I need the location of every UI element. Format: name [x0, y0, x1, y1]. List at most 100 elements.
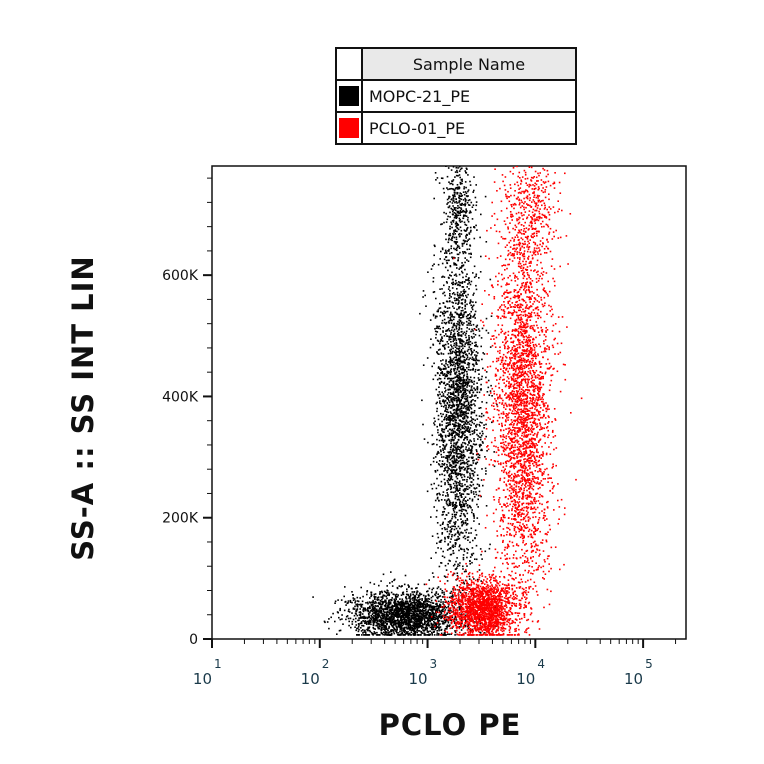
data-point: [448, 196, 451, 198]
data-point: [411, 604, 413, 606]
data-point: [459, 608, 461, 610]
data-point: [461, 286, 464, 288]
data-point: [489, 390, 492, 392]
data-point: [459, 591, 462, 594]
data-point: [469, 283, 472, 286]
data-point: [462, 508, 465, 511]
data-point: [376, 598, 378, 601]
data-point: [436, 608, 439, 611]
data-point: [444, 249, 447, 252]
data-point: [446, 397, 449, 399]
data-point: [348, 624, 350, 627]
data-point: [439, 367, 441, 370]
data-point: [481, 401, 483, 403]
data-point: [459, 494, 462, 496]
data-point: [396, 610, 398, 612]
data-point: [478, 618, 480, 620]
data-point: [446, 383, 448, 385]
data-point: [447, 562, 449, 565]
data-point: [368, 620, 371, 623]
data-point: [481, 468, 483, 470]
data-point: [386, 605, 388, 607]
data-point: [390, 618, 392, 620]
data-point: [452, 550, 454, 552]
data-point: [459, 425, 461, 428]
data-point: [373, 583, 376, 585]
data-point: [457, 445, 459, 448]
data-point: [459, 320, 462, 323]
data-point: [446, 282, 448, 284]
data-point: [360, 612, 362, 614]
data-point: [357, 634, 359, 636]
data-point: [433, 417, 436, 420]
data-point: [454, 446, 457, 448]
data-point: [443, 276, 446, 278]
data-point: [371, 606, 374, 608]
data-point: [479, 425, 481, 427]
data-point: [432, 314, 435, 317]
data-point: [417, 616, 420, 618]
data-point: [466, 417, 469, 419]
data-point: [401, 618, 404, 621]
data-point: [401, 602, 403, 605]
data-point: [466, 523, 469, 525]
data-point: [399, 630, 401, 633]
data-point: [387, 633, 390, 635]
data-point: [455, 444, 457, 446]
data-point: [436, 623, 438, 625]
data-point: [445, 514, 448, 516]
data-point: [426, 624, 429, 626]
data-point: [452, 509, 455, 512]
data-point: [476, 578, 479, 581]
data-point: [462, 365, 464, 368]
data-point: [408, 606, 411, 608]
data-point: [420, 604, 422, 607]
data-point: [447, 346, 450, 348]
data-point: [460, 512, 463, 515]
data-point: [450, 476, 453, 478]
data-point: [472, 330, 474, 332]
data-point: [454, 212, 457, 215]
data-point: [399, 613, 402, 615]
data-point: [418, 626, 420, 629]
data-point: [450, 440, 452, 442]
data-point: [393, 632, 396, 635]
data-point: [474, 317, 476, 319]
data-point: [447, 495, 449, 497]
data-point: [364, 607, 366, 610]
data-point: [462, 276, 464, 279]
data-point: [461, 413, 464, 416]
data-point: [466, 356, 469, 358]
data-point: [446, 262, 448, 264]
data-point: [453, 486, 455, 489]
data-point: [455, 421, 457, 424]
data-point: [444, 518, 446, 520]
data-point: [453, 504, 456, 506]
data-point: [415, 601, 418, 604]
data-point: [466, 556, 468, 559]
data-point: [463, 488, 466, 490]
data-point: [472, 418, 475, 421]
data-point: [357, 625, 360, 628]
data-point: [375, 615, 377, 618]
data-point: [469, 476, 472, 478]
data-point: [445, 360, 447, 363]
data-point: [402, 616, 404, 618]
data-point: [375, 634, 378, 636]
data-point: [390, 634, 393, 636]
data-point: [474, 359, 477, 362]
data-point: [410, 625, 412, 627]
data-point: [383, 626, 385, 629]
data-point: [455, 241, 457, 243]
data-point: [467, 383, 469, 385]
data-point: [436, 630, 438, 632]
data-point: [442, 413, 444, 416]
data-point: [475, 273, 478, 276]
data-point: [414, 615, 416, 617]
data-point: [425, 614, 427, 617]
data-point: [418, 603, 421, 606]
data-point: [421, 610, 424, 613]
data-point: [388, 606, 391, 608]
data-point: [468, 381, 470, 383]
data-point: [459, 504, 461, 506]
